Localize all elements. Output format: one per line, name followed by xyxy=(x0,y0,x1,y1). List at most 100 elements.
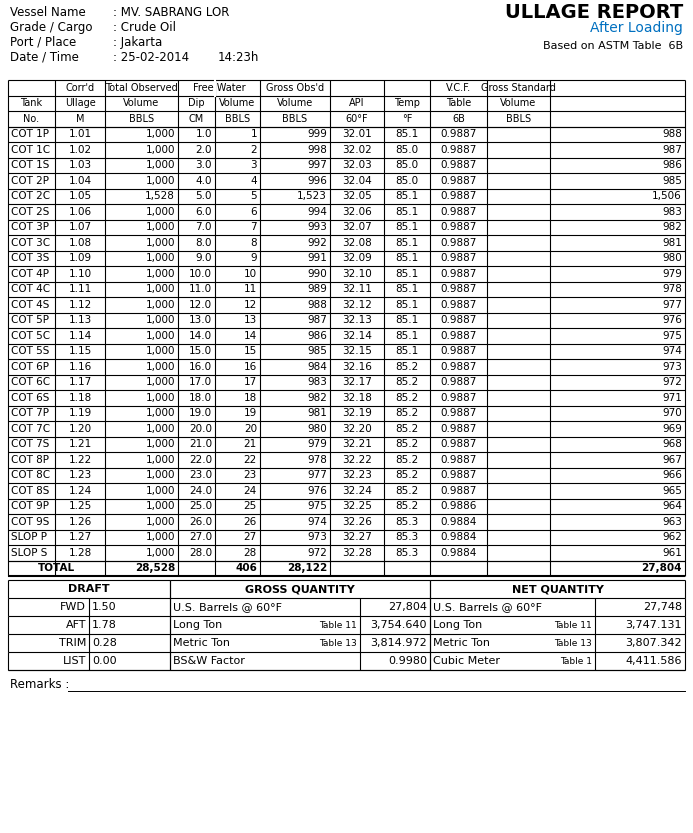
Text: 1.22: 1.22 xyxy=(69,455,91,465)
Text: 1,000: 1,000 xyxy=(146,145,175,155)
Text: 14.0: 14.0 xyxy=(189,331,212,341)
Text: 8.0: 8.0 xyxy=(195,237,212,247)
Text: 978: 978 xyxy=(307,455,327,465)
Text: 980: 980 xyxy=(307,424,327,434)
Text: 7.0: 7.0 xyxy=(195,222,212,232)
Text: AFT: AFT xyxy=(66,620,86,630)
Text: 18.0: 18.0 xyxy=(189,392,212,402)
Text: 27,804: 27,804 xyxy=(642,563,682,573)
Text: 20: 20 xyxy=(244,424,257,434)
Text: 974: 974 xyxy=(307,516,327,526)
Text: 3.0: 3.0 xyxy=(195,160,212,170)
Text: 1.05: 1.05 xyxy=(69,192,91,202)
Text: 0.9887: 0.9887 xyxy=(440,315,477,325)
Text: Table 11: Table 11 xyxy=(319,621,357,630)
Text: U.S. Barrels @ 60°F: U.S. Barrels @ 60°F xyxy=(173,602,282,612)
Text: 85.1: 85.1 xyxy=(396,237,419,247)
Text: No.: No. xyxy=(24,114,40,124)
Text: 0.9887: 0.9887 xyxy=(440,237,477,247)
Text: 1.24: 1.24 xyxy=(69,486,91,496)
Text: 21: 21 xyxy=(244,439,257,449)
Text: 989: 989 xyxy=(307,284,327,294)
Text: M: M xyxy=(76,114,85,124)
Text: Based on ASTM Table  6B: Based on ASTM Table 6B xyxy=(543,41,683,51)
Text: FWD: FWD xyxy=(60,602,86,612)
Text: 1,000: 1,000 xyxy=(146,471,175,481)
Text: 1,523: 1,523 xyxy=(297,192,327,202)
Text: Volume: Volume xyxy=(220,98,256,108)
Text: 3,747.131: 3,747.131 xyxy=(626,620,682,630)
Text: 20.0: 20.0 xyxy=(189,424,212,434)
Text: Volume: Volume xyxy=(500,98,536,108)
Text: 1.07: 1.07 xyxy=(69,222,91,232)
Text: 1.19: 1.19 xyxy=(69,408,91,418)
Text: 1.12: 1.12 xyxy=(69,300,91,310)
Text: 6B: 6B xyxy=(452,114,465,124)
Text: 85.1: 85.1 xyxy=(396,300,419,310)
Text: 32.07: 32.07 xyxy=(342,222,372,232)
Text: 32.24: 32.24 xyxy=(342,486,372,496)
Text: COT 5S: COT 5S xyxy=(11,347,49,357)
Text: 10.0: 10.0 xyxy=(189,269,212,279)
Text: Dip: Dip xyxy=(188,98,205,108)
Text: 0.9887: 0.9887 xyxy=(440,471,477,481)
Text: 0.9887: 0.9887 xyxy=(440,392,477,402)
Text: 85.1: 85.1 xyxy=(396,253,419,263)
Text: 32.01: 32.01 xyxy=(342,129,372,139)
Text: 406: 406 xyxy=(235,563,257,573)
Text: 85.2: 85.2 xyxy=(396,455,419,465)
Text: 981: 981 xyxy=(307,408,327,418)
Text: Free Water: Free Water xyxy=(193,82,245,92)
Text: 983: 983 xyxy=(662,207,682,217)
Text: 26.0: 26.0 xyxy=(189,516,212,526)
Text: 6: 6 xyxy=(250,207,257,217)
Text: COT 2P: COT 2P xyxy=(11,176,49,186)
Text: COT 1P: COT 1P xyxy=(11,129,49,139)
Text: 977: 977 xyxy=(662,300,682,310)
Text: 1.14: 1.14 xyxy=(69,331,91,341)
Text: COT 3S: COT 3S xyxy=(11,253,49,263)
Text: 991: 991 xyxy=(307,253,327,263)
Text: 3,814.972: 3,814.972 xyxy=(370,638,427,648)
Text: 25: 25 xyxy=(244,501,257,511)
Text: 1.21: 1.21 xyxy=(69,439,91,449)
Text: 32.22: 32.22 xyxy=(342,455,372,465)
Text: 1.28: 1.28 xyxy=(69,548,91,558)
Text: 0.9887: 0.9887 xyxy=(440,253,477,263)
Text: 988: 988 xyxy=(307,300,327,310)
Text: 1.23: 1.23 xyxy=(69,471,91,481)
Text: 32.25: 32.25 xyxy=(342,501,372,511)
Text: 1.09: 1.09 xyxy=(69,253,91,263)
Text: U.S. Barrels @ 60°F: U.S. Barrels @ 60°F xyxy=(433,602,542,612)
Text: 987: 987 xyxy=(662,145,682,155)
Text: 1.50: 1.50 xyxy=(92,602,116,612)
Text: 0.9887: 0.9887 xyxy=(440,424,477,434)
Text: 1,000: 1,000 xyxy=(146,269,175,279)
Text: 32.05: 32.05 xyxy=(342,192,372,202)
Text: 1.20: 1.20 xyxy=(69,424,91,434)
Text: COT 5P: COT 5P xyxy=(11,315,49,325)
Text: 32.02: 32.02 xyxy=(342,145,372,155)
Text: 985: 985 xyxy=(662,176,682,186)
Text: 27,748: 27,748 xyxy=(643,602,682,612)
Text: V.C.F.: V.C.F. xyxy=(446,82,471,92)
Text: 964: 964 xyxy=(662,501,682,511)
Text: COT 8C: COT 8C xyxy=(11,471,50,481)
Text: 32.26: 32.26 xyxy=(342,516,372,526)
Text: 987: 987 xyxy=(307,315,327,325)
Text: COT 8S: COT 8S xyxy=(11,486,49,496)
Text: COT 6S: COT 6S xyxy=(11,392,49,402)
Text: 32.11: 32.11 xyxy=(342,284,372,294)
Text: 4: 4 xyxy=(250,176,257,186)
Text: 85.3: 85.3 xyxy=(396,548,419,558)
Text: COT 8P: COT 8P xyxy=(11,455,49,465)
Text: 0.9887: 0.9887 xyxy=(440,192,477,202)
Text: 1.10: 1.10 xyxy=(69,269,91,279)
Text: : 25-02-2014: : 25-02-2014 xyxy=(113,51,189,63)
Text: °F: °F xyxy=(402,114,412,124)
Text: COT 4P: COT 4P xyxy=(11,269,49,279)
Text: SLOP P: SLOP P xyxy=(11,532,47,542)
Text: SLOP S: SLOP S xyxy=(11,548,47,558)
Text: 1,000: 1,000 xyxy=(146,315,175,325)
Text: 0.9887: 0.9887 xyxy=(440,455,477,465)
